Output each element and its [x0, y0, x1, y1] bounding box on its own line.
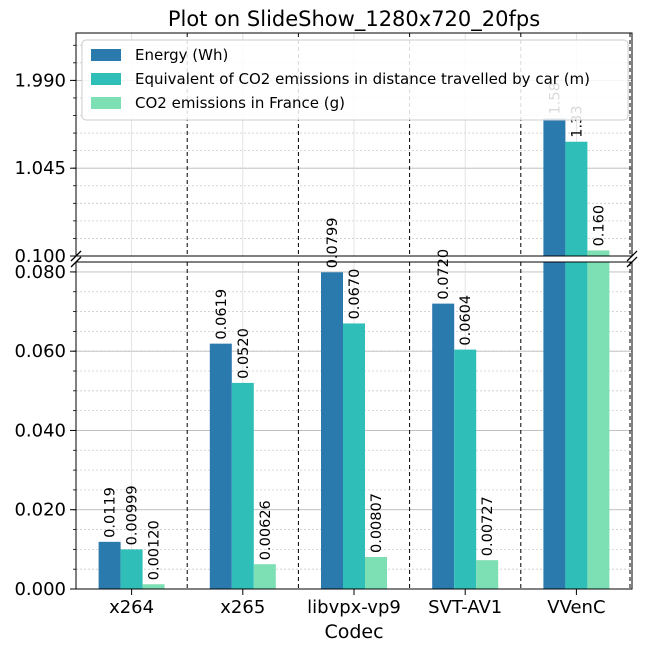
bar: [543, 262, 566, 589]
bar: [98, 541, 121, 589]
bar: [587, 250, 610, 256]
bar: [142, 584, 165, 589]
x-tick-label: VVenC: [547, 597, 605, 618]
x-tick-label: x265: [220, 597, 265, 618]
upper-axes-frame: [75, 32, 633, 257]
bar-value-label: 0.00626: [258, 500, 274, 560]
bar-value-label: 0.0119: [103, 487, 119, 538]
legend-label: Equivalent of CO2 emissions in distance …: [135, 70, 590, 88]
legend-label: CO2 emissions in France (g): [135, 94, 345, 112]
y-tick-label: 1.990: [14, 70, 66, 91]
legend-swatch: [91, 73, 121, 85]
bar-value-label: 0.0619: [214, 289, 230, 340]
bar: [565, 262, 588, 589]
bar-value-label: 0.0799: [325, 218, 341, 269]
bar: [209, 343, 232, 589]
y-tick-label: 0.080: [14, 262, 66, 283]
legend-box: [81, 39, 629, 121]
bar-value-label: 0.00727: [480, 496, 496, 556]
bar-value-label: 0.160: [591, 205, 607, 247]
bar-value-label: 0.0720: [436, 249, 452, 300]
legend-swatch: [91, 49, 121, 61]
bar: [343, 323, 365, 589]
x-tick-label: x264: [109, 597, 154, 618]
bar-value-label: 0.00999: [125, 485, 141, 545]
bar-value-label: 0.0520: [236, 328, 252, 379]
bar: [120, 549, 143, 589]
axis-break-mark: [626, 256, 638, 268]
bar: [253, 564, 276, 589]
bar: [432, 303, 455, 589]
axis-break-mark: [626, 250, 638, 262]
legend-label: Energy (Wh): [135, 46, 228, 64]
x-axis-label: Codec: [324, 621, 383, 643]
y-tick-label: 0.100: [14, 246, 66, 267]
y-tick-label: 0.020: [14, 500, 66, 521]
bar: [476, 560, 499, 589]
bars-layer: [98, 118, 610, 589]
legend: Energy (Wh) Equivalent of CO2 emissions i…: [81, 39, 629, 121]
bar: [454, 349, 477, 589]
y-tick-label: 0.000: [14, 579, 66, 600]
bar: [321, 272, 343, 589]
bar-value-label: 0.0604: [458, 295, 474, 346]
x-tick-label: SVT-AV1: [428, 597, 502, 618]
y-tick-label: 0.040: [14, 420, 66, 441]
bar: [587, 262, 610, 589]
x-tick-label: libvpx-vp9: [307, 597, 401, 618]
y-tick-label: 1.045: [14, 158, 66, 179]
bar-value-label: 0.0670: [347, 269, 363, 320]
bar: [231, 382, 254, 589]
bar: [565, 141, 588, 256]
bar: [365, 557, 387, 589]
bar-value-label: 0.00807: [369, 493, 385, 553]
bar: [543, 118, 566, 256]
bar-value-label: 0.00120: [147, 520, 163, 580]
legend-swatch: [91, 97, 121, 109]
y-tick-label: 0.060: [14, 341, 66, 362]
chart-title: Plot on SlideShow_1280x720_20fps: [168, 7, 540, 32]
axis-break-mark: [70, 256, 82, 268]
